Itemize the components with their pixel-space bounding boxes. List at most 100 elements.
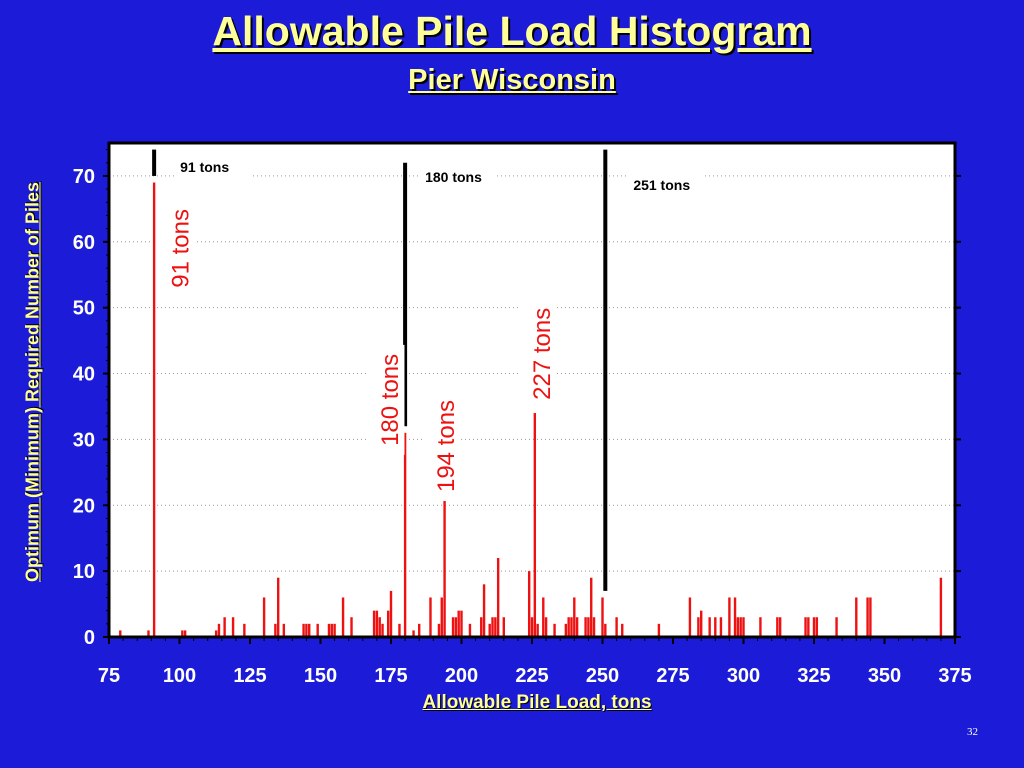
bar	[496, 557, 500, 637]
bar	[482, 584, 486, 637]
bar	[454, 617, 458, 637]
bar	[542, 597, 545, 637]
marker-label: 91 tons	[180, 159, 229, 175]
bar	[412, 630, 415, 637]
bar	[759, 617, 762, 637]
bar	[700, 610, 703, 637]
bar	[231, 617, 235, 637]
bar-annotation: 180 tons	[377, 354, 404, 446]
bar	[443, 492, 446, 637]
annotation-bg	[157, 193, 196, 304]
bar	[590, 577, 593, 637]
bar	[855, 597, 858, 637]
annotation-bg	[366, 344, 405, 455]
x-tick-label: 325	[797, 665, 830, 687]
bar	[274, 623, 277, 637]
bar	[939, 577, 943, 637]
bar	[728, 597, 731, 637]
bar	[183, 630, 187, 637]
bar-annotation: 227 tons	[529, 308, 556, 400]
bar	[350, 617, 353, 637]
bar	[621, 623, 624, 637]
y-tick-label: 70	[73, 166, 95, 188]
bar	[536, 623, 539, 637]
bar	[460, 610, 463, 637]
bar	[776, 617, 779, 637]
bar	[316, 623, 319, 637]
bar	[262, 597, 266, 637]
bar-annotation: 91 tons	[167, 209, 194, 288]
x-tick-label: 350	[868, 665, 901, 687]
y-tick-label: 60	[73, 232, 95, 254]
page-subtitle: Pier Wisconsin	[408, 64, 616, 96]
marker-label-box	[419, 167, 496, 189]
bar	[398, 623, 401, 637]
y-tick-label: 20	[73, 495, 95, 517]
x-tick-label: 100	[163, 665, 196, 687]
x-axis-title: Allowable Pile Load, tons	[422, 692, 652, 713]
annotation-bg	[518, 298, 557, 409]
bar	[866, 597, 869, 637]
y-tick-label: 30	[73, 429, 95, 451]
bar	[403, 432, 407, 637]
x-tick-label: 75	[98, 665, 120, 687]
bar	[742, 617, 745, 637]
bar	[375, 610, 379, 637]
bar	[480, 617, 483, 637]
bar	[305, 623, 308, 637]
bar	[119, 630, 122, 637]
bar	[688, 597, 692, 637]
x-tick-label: 275	[656, 665, 689, 687]
bar	[327, 623, 331, 637]
bar	[372, 610, 376, 637]
bar	[533, 413, 537, 637]
bar	[181, 630, 184, 637]
bar	[389, 590, 393, 637]
bar	[491, 617, 494, 637]
x-tick-label: 375	[938, 665, 971, 687]
bar	[147, 630, 150, 637]
page-number: 32	[967, 726, 978, 738]
y-tick-label: 40	[73, 364, 95, 386]
bar	[418, 623, 421, 637]
bar	[333, 623, 336, 637]
bar	[564, 623, 568, 637]
bar	[869, 597, 872, 637]
bar	[223, 617, 226, 637]
x-tick-label: 300	[727, 665, 760, 687]
bar	[437, 623, 441, 637]
bar	[697, 617, 700, 637]
bar	[615, 617, 618, 637]
x-tick-label: 250	[586, 665, 619, 687]
bar	[502, 617, 505, 637]
bar	[341, 597, 345, 637]
bar	[778, 617, 782, 637]
marker-label: 251 tons	[633, 177, 690, 193]
bar	[451, 617, 455, 637]
bar	[468, 623, 472, 637]
bar	[575, 617, 579, 637]
bar	[282, 623, 286, 637]
x-tick-label: 125	[233, 665, 266, 687]
bar	[527, 571, 531, 637]
y-tick-label: 0	[84, 627, 95, 649]
bar	[714, 617, 717, 637]
bar	[567, 617, 570, 637]
bar	[378, 617, 381, 637]
bar	[719, 617, 723, 637]
x-tick-label: 225	[515, 665, 548, 687]
x-tick-label: 150	[304, 665, 337, 687]
page-title: Allowable Pile Load Histogram	[212, 8, 812, 54]
bar	[243, 623, 246, 637]
bar	[217, 623, 221, 637]
bar	[804, 617, 807, 637]
bar	[386, 610, 390, 637]
bar	[302, 623, 305, 637]
bar	[733, 597, 737, 637]
bar	[604, 623, 607, 637]
y-tick-label: 10	[73, 561, 95, 583]
bar	[553, 623, 556, 637]
bar	[807, 617, 810, 637]
bar	[736, 617, 740, 637]
